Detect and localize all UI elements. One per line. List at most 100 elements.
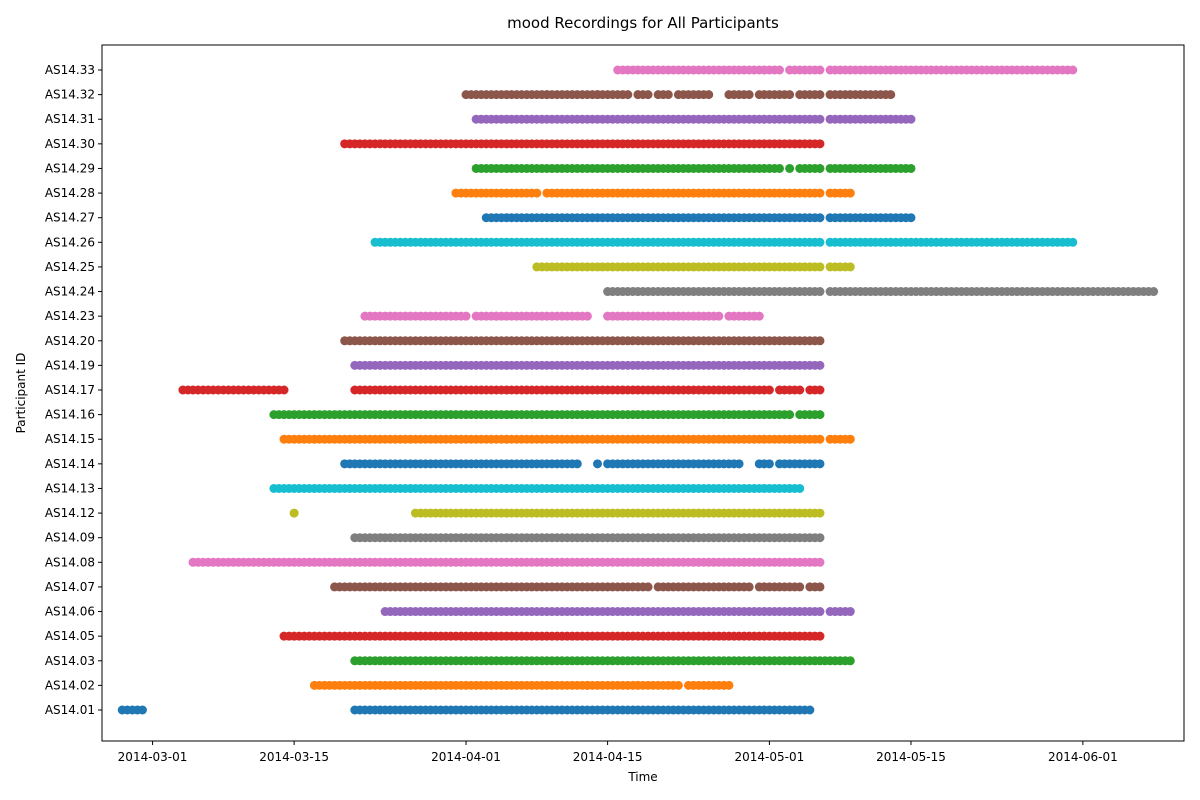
series-AS14.05 <box>279 631 825 641</box>
x-tick-label: 2014-03-01 <box>118 750 188 764</box>
data-point <box>734 459 744 469</box>
data-point <box>1149 287 1159 297</box>
y-tick-label: AS14.30 <box>45 137 95 151</box>
data-point <box>815 385 825 395</box>
y-tick: AS14.31 <box>45 112 102 126</box>
y-tick: AS14.08 <box>45 555 102 569</box>
x-tick-label: 2014-04-15 <box>573 750 643 764</box>
data-point <box>795 483 805 493</box>
y-tick-label: AS14.14 <box>45 457 95 471</box>
y-tick: AS14.09 <box>45 531 102 545</box>
series-AS14.13 <box>269 483 805 493</box>
y-tick-label: AS14.12 <box>45 506 95 520</box>
y-tick-label: AS14.02 <box>45 678 95 692</box>
data-point <box>906 163 916 173</box>
x-tick: 2014-03-01 <box>118 741 188 764</box>
x-tick-label: 2014-05-01 <box>735 750 805 764</box>
series-AS14.03 <box>350 656 855 666</box>
data-point <box>764 385 774 395</box>
series-AS14.28 <box>451 188 855 198</box>
data-point <box>643 90 653 100</box>
data-point <box>815 410 825 420</box>
x-tick-label: 2014-05-15 <box>876 750 946 764</box>
y-tick: AS14.14 <box>45 457 102 471</box>
y-tick: AS14.01 <box>45 703 102 717</box>
data-point <box>906 213 916 223</box>
data-point <box>815 508 825 518</box>
y-axis-label: Participant ID <box>14 353 28 434</box>
data-point <box>815 459 825 469</box>
y-tick-label: AS14.08 <box>45 555 95 569</box>
data-point <box>623 90 633 100</box>
y-tick: AS14.27 <box>45 211 102 225</box>
data-point <box>775 65 785 75</box>
series-AS14.26 <box>370 237 1078 247</box>
y-tick-label: AS14.32 <box>45 88 95 102</box>
y-tick-label: AS14.07 <box>45 580 95 594</box>
series-AS14.23 <box>360 311 764 321</box>
series-AS14.06 <box>380 607 855 617</box>
data-point <box>593 459 602 469</box>
data-point <box>815 262 825 272</box>
x-tick-label: 2014-06-01 <box>1048 750 1118 764</box>
x-tick: 2014-03-15 <box>259 741 329 764</box>
plot-frame <box>101 44 1185 742</box>
data-point <box>744 582 754 592</box>
series-AS14.14 <box>340 459 825 469</box>
series-AS14.20 <box>340 336 825 346</box>
series-AS14.09 <box>350 533 825 543</box>
y-tick: AS14.23 <box>45 309 102 323</box>
y-tick-label: AS14.13 <box>45 481 95 495</box>
data-point <box>785 163 795 173</box>
data-point <box>845 262 855 272</box>
data-point <box>815 557 825 567</box>
y-tick-label: AS14.25 <box>45 260 95 274</box>
y-tick: AS14.30 <box>45 137 102 151</box>
x-tick-label: 2014-03-15 <box>259 750 329 764</box>
data-point <box>663 90 673 100</box>
data-point <box>532 188 542 198</box>
y-tick: AS14.16 <box>45 408 102 422</box>
y-tick: AS14.17 <box>45 383 102 397</box>
series-AS14.27 <box>481 213 916 223</box>
data-point <box>845 434 855 444</box>
y-tick-label: AS14.01 <box>45 703 95 717</box>
x-axis: 2014-03-01 2014-03-15 2014-04-01 2014-04-15… <box>118 741 1118 764</box>
y-tick: AS14.20 <box>45 334 102 348</box>
x-tick: 2014-04-01 <box>431 741 501 764</box>
y-tick-label: AS14.33 <box>45 63 95 77</box>
x-tick: 2014-06-01 <box>1048 741 1118 764</box>
data-point <box>815 139 825 149</box>
data-point <box>572 459 582 469</box>
series-AS14.32 <box>461 90 896 100</box>
data-point <box>815 163 825 173</box>
data-marks <box>117 65 1159 715</box>
data-point <box>724 680 734 690</box>
x-axis-label: Time <box>627 770 657 784</box>
y-tick: AS14.06 <box>45 605 102 619</box>
series-AS14.12 <box>289 508 825 518</box>
series-AS14.19 <box>350 360 825 370</box>
y-tick-label: AS14.26 <box>45 235 95 249</box>
data-point <box>815 213 825 223</box>
series-AS14.07 <box>330 582 825 592</box>
data-point <box>795 582 805 592</box>
data-point <box>815 65 825 75</box>
data-point <box>1068 65 1078 75</box>
data-point <box>704 90 714 100</box>
y-tick: AS14.24 <box>45 285 102 299</box>
data-point <box>744 90 754 100</box>
y-tick-label: AS14.16 <box>45 408 95 422</box>
data-point <box>643 582 653 592</box>
y-tick-label: AS14.06 <box>45 605 95 619</box>
chart-title: mood Recordings for All Participants <box>507 14 779 32</box>
data-point <box>815 360 825 370</box>
data-point <box>754 311 764 321</box>
y-tick-label: AS14.03 <box>45 654 95 668</box>
data-point <box>815 188 825 198</box>
data-point <box>673 680 683 690</box>
y-tick: AS14.32 <box>45 88 102 102</box>
y-tick: AS14.25 <box>45 260 102 274</box>
series-AS14.33 <box>613 65 1078 75</box>
y-tick: AS14.03 <box>45 654 102 668</box>
